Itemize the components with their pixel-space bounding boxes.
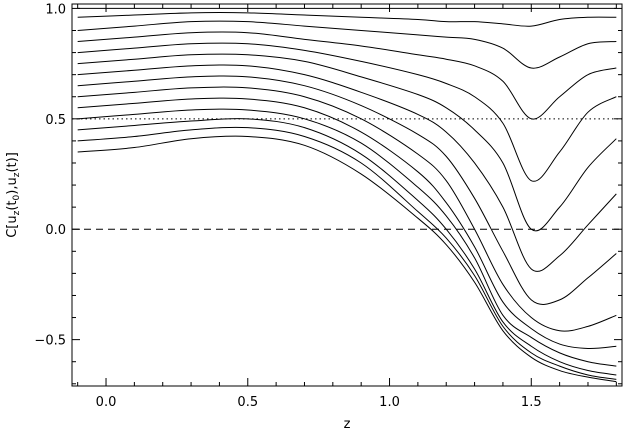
series-curves: [77, 7, 617, 383]
y-tick-label: 0.5: [45, 113, 66, 128]
y-title-part: (t: [5, 200, 20, 210]
y-title-subscript: 0: [12, 194, 22, 200]
y-title-subscript: z: [12, 172, 22, 177]
reference-lines: [72, 118, 622, 230]
y-title-subscript: z: [12, 210, 22, 215]
series-line-2: [77, 12, 617, 27]
series-line-8: [77, 75, 617, 305]
y-tick-label: −0.5: [34, 334, 66, 349]
series-line-4: [77, 31, 617, 120]
y-title-part: C[u: [5, 215, 20, 237]
series-line-12: [77, 118, 617, 376]
axis-ticks: [72, 4, 622, 386]
x-tick-label: 0.0: [96, 395, 117, 410]
y-title-part: (t)]: [5, 152, 20, 172]
series-line-3: [77, 20, 617, 69]
series-line-5: [77, 42, 617, 182]
tick-labels: 0.0 0.5 1.0 1.5 −0.5 0.0 0.5 1.0: [34, 2, 541, 410]
series-line-7: [77, 64, 617, 272]
y-tick-label: 0.0: [45, 223, 66, 238]
series-line-13: [77, 126, 617, 380]
series-line-11: [77, 108, 617, 367]
series-line-14: [77, 135, 617, 383]
x-tick-label: 1.5: [521, 395, 542, 410]
y-title-part: ),u: [5, 177, 20, 194]
x-tick-label: 0.5: [237, 395, 258, 410]
series-line-6: [77, 53, 617, 232]
y-axis-title: C[uz(t0),uz(t)]: [5, 152, 22, 238]
y-tick-label: 1.0: [45, 2, 66, 17]
x-axis-title: z: [344, 417, 351, 431]
x-tick-label: 1.0: [379, 395, 400, 410]
series-line-9: [77, 86, 617, 332]
plot-frame: [71, 3, 623, 387]
series-line-10: [77, 97, 617, 349]
